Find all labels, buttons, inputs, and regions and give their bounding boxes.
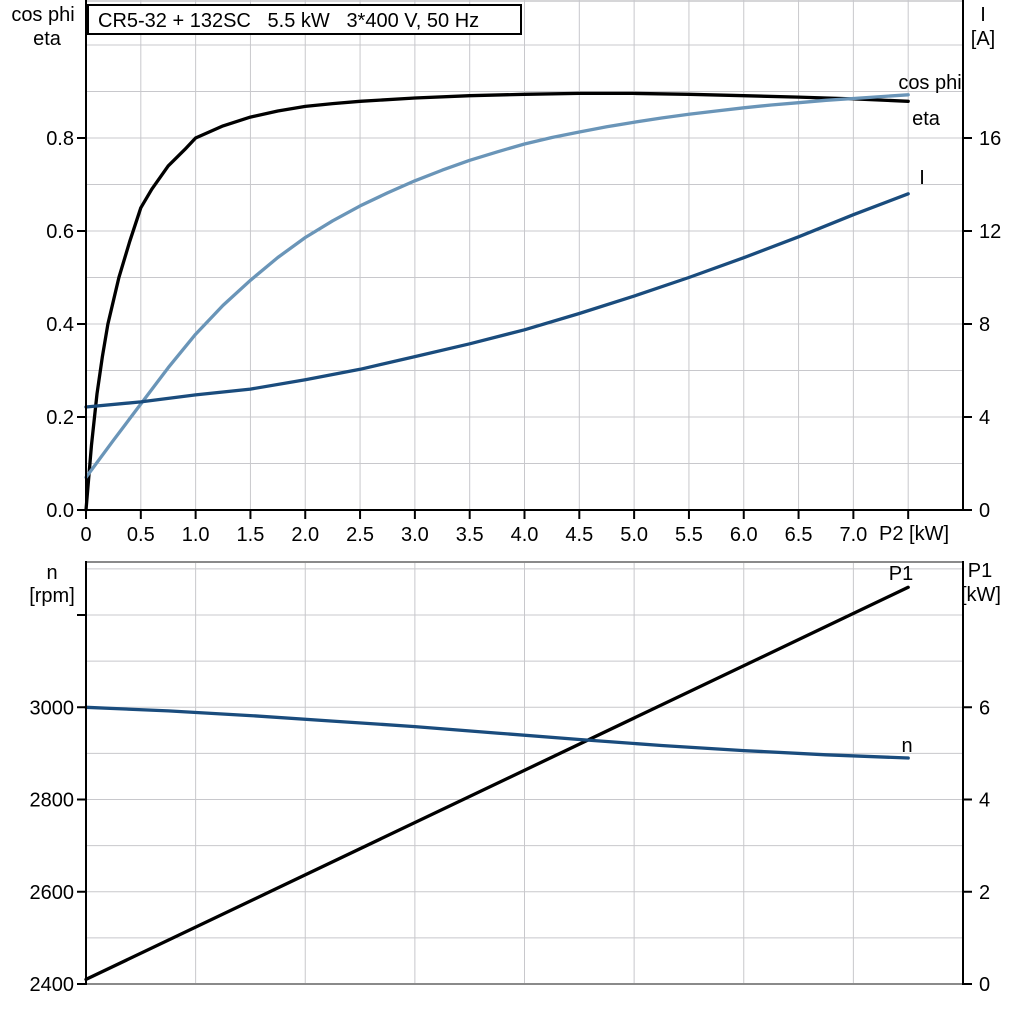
- tick-label-right: 4: [979, 790, 990, 812]
- tick-label-x: 3.5: [456, 524, 484, 546]
- left-axis-title-line1: cos phi: [11, 4, 74, 26]
- curve-label-cos-phi: cos phi: [898, 72, 961, 94]
- series-n: [84, 705, 910, 760]
- top-chart-grid: [85, 0, 964, 510]
- series-P1: [84, 585, 910, 982]
- tick-label-x: 3.0: [401, 524, 429, 546]
- tick-label-x: 0: [80, 524, 91, 546]
- bottom-chart-tick-labels: 2400 2600 2800 3000 0 2 4 6: [30, 697, 991, 996]
- x-axis-title: P2 [kW]: [879, 523, 949, 545]
- chart-title: CR5-32 + 132SC 5.5 kW 3*400 V, 50 Hz: [98, 10, 479, 32]
- tick-label-x: 1.5: [237, 524, 265, 546]
- power-axis-title-line2: [kW]: [961, 584, 1001, 606]
- series-I: [84, 192, 910, 409]
- bottom-chart-curves: [84, 585, 910, 982]
- tick-label-left: 0.0: [46, 500, 74, 522]
- tick-label-left: 0.4: [46, 314, 74, 336]
- tick-label-x: 5.5: [675, 524, 703, 546]
- tick-label-left: 3000: [30, 697, 75, 719]
- curve-label-speed: n: [901, 735, 912, 757]
- tick-label-x: 6.5: [785, 524, 813, 546]
- curve-label-eta: eta: [912, 108, 941, 130]
- tick-label-x: 2.5: [346, 524, 374, 546]
- series-eta: [84, 91, 910, 512]
- tick-label-x: 2.0: [291, 524, 319, 546]
- right-axis-title-line1: I: [980, 4, 986, 26]
- curve-label-current: I: [919, 167, 925, 189]
- tick-label-right: 0: [979, 500, 990, 522]
- right-axis-title-line2: [A]: [971, 28, 995, 50]
- tick-label-right: 16: [979, 128, 1001, 150]
- tick-label-right: 12: [979, 221, 1001, 243]
- tick-label-x: 5.0: [620, 524, 648, 546]
- speed-axis-title-line1: n: [46, 562, 57, 584]
- top-chart-curves: [84, 91, 910, 512]
- tick-label-x: 6.0: [730, 524, 758, 546]
- tick-label-right: 6: [979, 697, 990, 719]
- tick-label-right: 0: [979, 974, 990, 996]
- tick-label-left: 2600: [30, 882, 75, 904]
- title-box: CR5-32 + 132SC 5.5 kW 3*400 V, 50 Hz: [87, 4, 522, 35]
- tick-label-x: 4.0: [511, 524, 539, 546]
- curve-label-p1: P1: [889, 563, 913, 585]
- bottom-chart-axes: [77, 561, 972, 985]
- tick-label-x: 1.0: [182, 524, 210, 546]
- tick-label-left: 0.2: [46, 407, 74, 429]
- top-chart-tick-labels: 0.0 0.2 0.4 0.6 0.8 0 4 8 12 16 0 0.5 1.0 1.5 2.0 2.5 3.…: [46, 128, 1001, 546]
- series-cos-phi: [84, 93, 910, 480]
- speed-axis-title-line2: [rpm]: [29, 585, 75, 607]
- tick-label-right: 2: [979, 882, 990, 904]
- tick-label-left: 0.8: [46, 128, 74, 150]
- tick-label-x: 7.0: [839, 524, 867, 546]
- tick-label-x: 4.5: [565, 524, 593, 546]
- tick-label-left: 0.6: [46, 221, 74, 243]
- power-axis-title-line1: P1: [968, 560, 992, 582]
- left-axis-title-line2: eta: [33, 28, 62, 50]
- tick-label-left: 2400: [30, 974, 75, 996]
- tick-label-right: 4: [979, 407, 990, 429]
- tick-label-left: 2800: [30, 790, 75, 812]
- top-chart-axes: [77, 0, 972, 519]
- tick-label-right: 8: [979, 314, 990, 336]
- title-box-frame: [87, 4, 522, 35]
- tick-label-x: 0.5: [127, 524, 155, 546]
